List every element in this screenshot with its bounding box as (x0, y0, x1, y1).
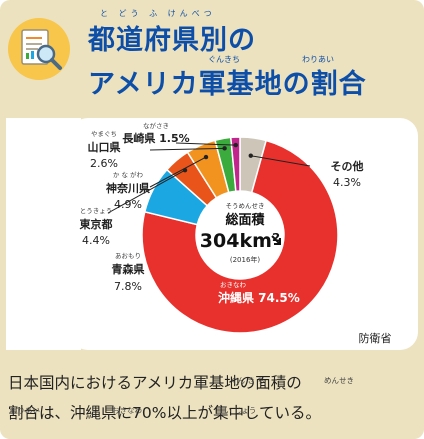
leader-line-tokyo (107, 169, 186, 214)
caption-ruby-wariai: わりあい (10, 406, 40, 415)
slice-name-other: その他 (331, 159, 364, 173)
caption-line2: 割合は、沖縄県に70%以上が集中している。 (8, 404, 321, 422)
slice-ruby-aomori: あおもり (115, 252, 141, 260)
slice-value-aomori: 7.8% (114, 280, 142, 293)
leader-line-yamaguchi (149, 147, 225, 151)
center-title: 総面積 (225, 212, 265, 228)
slice-ruby-yamaguchi: やまぐち (91, 130, 117, 138)
slice-name-yamaguchi: 山口県 (88, 140, 121, 154)
leader-line-kanagawa (149, 156, 207, 188)
slice-name-tokyo: 東京都 (80, 217, 113, 231)
leader-dot-yamaguchi (222, 146, 227, 151)
title-ruby: と どう ふ けんべつ (100, 9, 216, 18)
leader-dot-nagasaki (233, 142, 238, 148)
slice-label-nagasaki: 長崎県 1.5% (122, 131, 189, 145)
slice-value-kanagawa: 4.9% (114, 198, 142, 211)
caption-ruby-menseki: めんせき (324, 376, 354, 385)
leader-line-nagasaki (175, 142, 236, 146)
center-value: 304km² (200, 230, 280, 252)
donut-hole (197, 192, 283, 278)
title-ruby-wariai: わりあい (302, 55, 334, 64)
slice-ruby-tokyo: とうきょう (80, 207, 113, 215)
center-ruby: そうめんせき (226, 202, 265, 210)
title-ruby-gunkichi: ぐんきち (208, 55, 240, 64)
slice-ruby-kanagawa: か な がわ (113, 170, 144, 179)
chart-panel-left (6, 118, 81, 350)
page-title-line1: 都道府県別の (88, 25, 256, 56)
title-area: と どう ふ けんべつ 都道府県別の ぐんきち わりあい アメリカ軍基地の割合 (0, 0, 424, 110)
page-title-line2: アメリカ軍基地の割合 (88, 69, 367, 100)
slice-value-yamaguchi: 2.6% (90, 157, 118, 170)
slice-value-other: 4.3% (333, 176, 361, 189)
slice-ruby-okinawa: おきなわ (220, 281, 247, 289)
leader-dot-kanagawa (203, 154, 209, 160)
caption-ruby-gunkichi: ぐん き ち (230, 376, 265, 385)
leader-line-other (250, 155, 311, 167)
center-label: そうめんせき 総面積 304km² (2016年) (200, 202, 281, 264)
slice-value-tokyo: 4.4% (82, 234, 110, 247)
slice-label-okinawa: 沖縄県 74.5% (218, 290, 300, 305)
slice-name-kanagawa: 神奈川県 (106, 181, 150, 195)
center-year: (2016年) (230, 255, 261, 264)
document-magnifier-icon (8, 18, 70, 80)
arrow-down-right-icon (271, 235, 281, 245)
pie-slice-okinawa (141, 139, 339, 334)
slice-name-aomori: 青森県 (112, 262, 145, 276)
caption-ruby-okinawa: おきなわ (112, 406, 142, 415)
source-label: 防衛省 (359, 331, 392, 345)
caption-ruby-ijou: い じょう (224, 406, 257, 415)
leader-dot-other (248, 153, 253, 158)
slice-ruby-nagasaki: ながさき (143, 121, 169, 130)
caption: ぐん き ち めんせき 日本国内におけるアメリカ軍基地の面積の わりあい おきな… (8, 368, 418, 428)
caption-line1: 日本国内におけるアメリカ軍基地の面積の (8, 374, 302, 392)
pie-slice-nagasaki (229, 136, 241, 193)
